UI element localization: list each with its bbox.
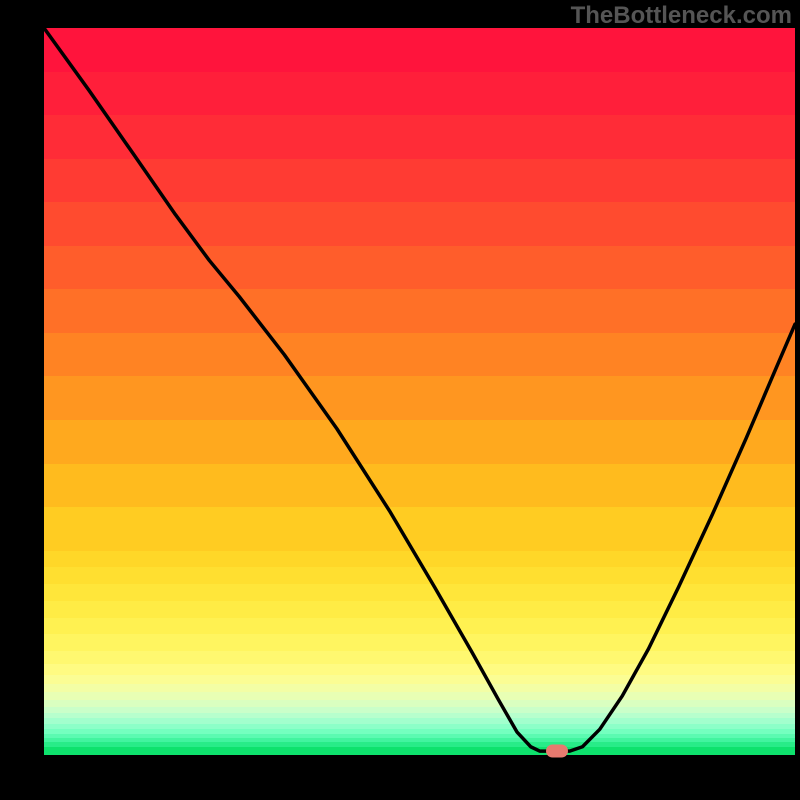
- curve-path: [44, 28, 795, 751]
- chart-frame: TheBottleneck.com: [0, 0, 800, 800]
- plot-area: [44, 28, 795, 754]
- optimum-marker-icon: [546, 745, 568, 758]
- bottleneck-curve: [44, 28, 795, 754]
- watermark-text: TheBottleneck.com: [571, 2, 792, 30]
